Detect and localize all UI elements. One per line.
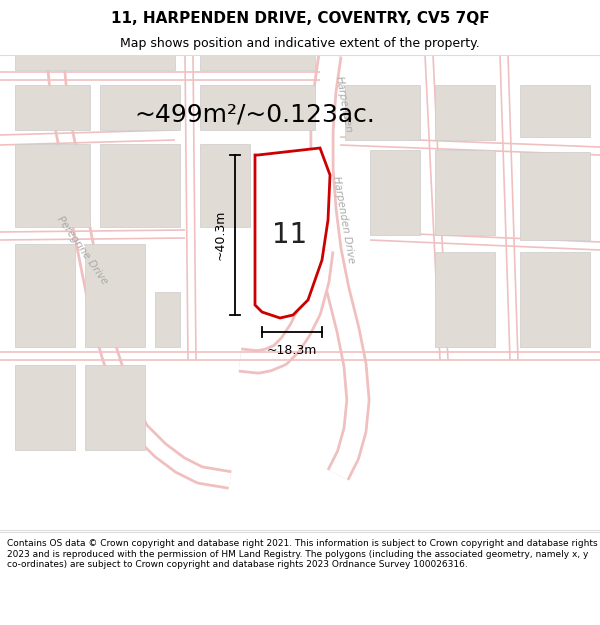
Bar xyxy=(435,85,495,140)
Bar xyxy=(15,365,75,450)
Bar xyxy=(15,244,75,347)
Bar xyxy=(15,85,90,130)
Bar xyxy=(275,170,317,225)
Bar xyxy=(345,85,420,140)
Text: Map shows position and indicative extent of the property.: Map shows position and indicative extent… xyxy=(120,38,480,51)
Text: 11: 11 xyxy=(272,221,308,249)
Bar xyxy=(15,144,90,227)
Text: 11, HARPENDEN DRIVE, COVENTRY, CV5 7QF: 11, HARPENDEN DRIVE, COVENTRY, CV5 7QF xyxy=(110,11,490,26)
Bar xyxy=(200,85,315,130)
Text: Contains OS data © Crown copyright and database right 2021. This information is : Contains OS data © Crown copyright and d… xyxy=(7,539,598,569)
Text: ~40.3m: ~40.3m xyxy=(214,210,227,260)
Bar xyxy=(435,150,495,235)
Bar xyxy=(200,55,315,70)
Text: Harpenden: Harpenden xyxy=(334,76,354,134)
Bar xyxy=(100,85,180,130)
Bar xyxy=(435,252,495,347)
Bar xyxy=(520,85,590,137)
Bar xyxy=(520,252,590,347)
Text: ~18.3m: ~18.3m xyxy=(267,344,317,357)
Bar xyxy=(100,144,180,227)
Text: Peregrine Drive: Peregrine Drive xyxy=(55,214,109,286)
Text: Harpenden Drive: Harpenden Drive xyxy=(331,176,356,264)
Bar xyxy=(370,150,420,235)
Bar xyxy=(85,365,145,450)
Bar xyxy=(15,55,175,70)
Text: ~499m²/~0.123ac.: ~499m²/~0.123ac. xyxy=(134,103,376,127)
Bar xyxy=(200,144,250,227)
Bar xyxy=(520,152,590,240)
Bar xyxy=(85,244,145,347)
Bar xyxy=(255,177,305,227)
Bar xyxy=(155,292,180,347)
Polygon shape xyxy=(255,148,330,318)
